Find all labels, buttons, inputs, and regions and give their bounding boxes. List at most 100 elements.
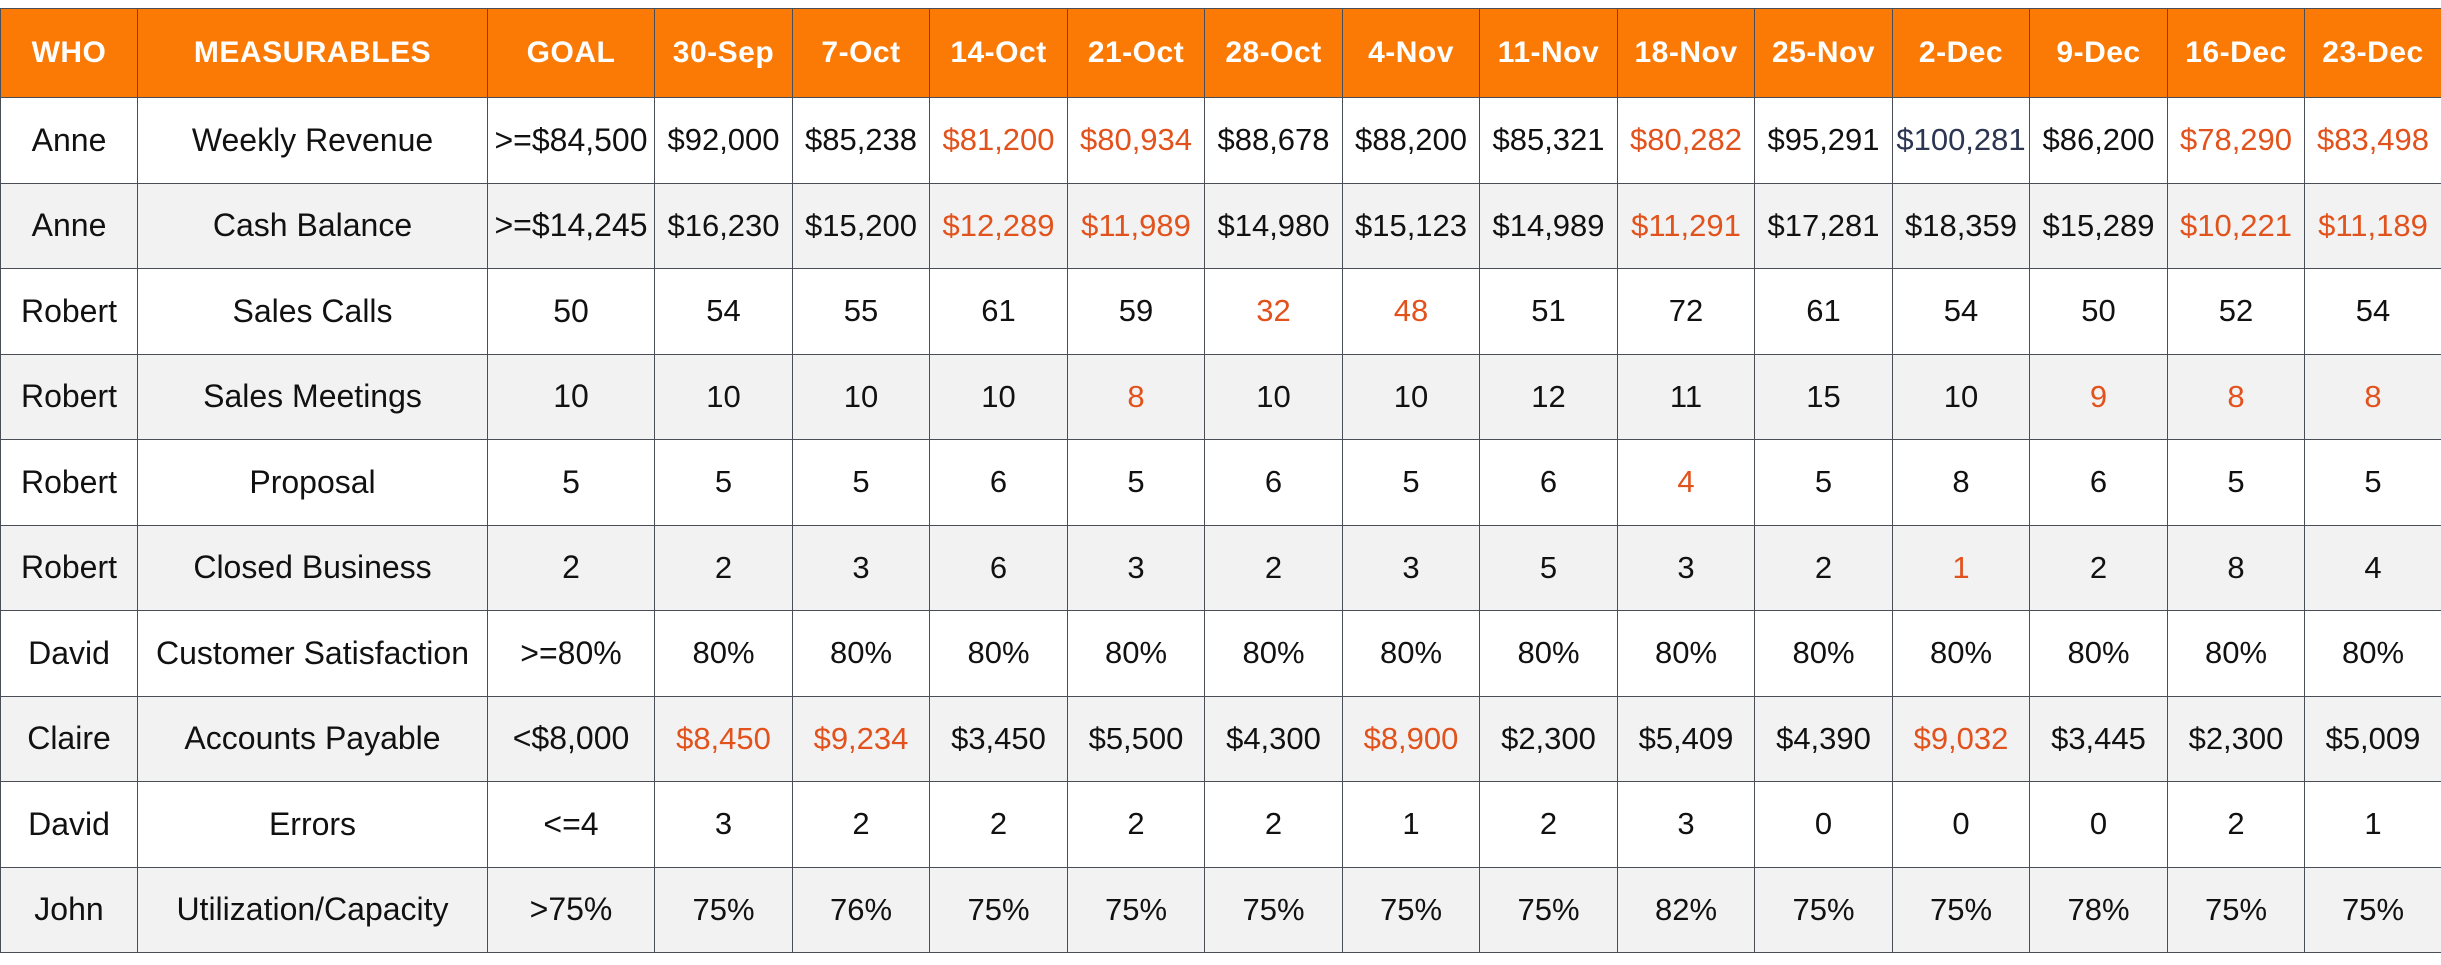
weekly-value-cell: $11,291	[1617, 182, 1755, 269]
weekly-value-cell: 2	[654, 524, 793, 611]
owner-cell: Claire	[0, 695, 138, 782]
weekly-value-cell: 2	[1204, 524, 1343, 611]
goal-cell: >=$84,500	[487, 97, 655, 184]
weekly-value-cell: 6	[929, 439, 1068, 526]
weekly-value-cell: 75%	[1067, 866, 1205, 953]
weekly-value-cell: 75%	[1204, 866, 1343, 953]
weekly-value-cell: $86,200	[2029, 97, 2168, 184]
weekly-value-cell: $18,359	[1892, 182, 2030, 269]
goal-cell: 2	[487, 524, 655, 611]
weekly-value-cell: 59	[1067, 268, 1205, 355]
header-week: 30-Sep	[654, 8, 793, 98]
weekly-value-cell: $83,498	[2304, 97, 2441, 184]
weekly-value-cell: 10	[1342, 353, 1480, 440]
weekly-value-cell: $80,282	[1617, 97, 1755, 184]
weekly-value-cell: 10	[792, 353, 930, 440]
weekly-value-cell: 5	[792, 439, 930, 526]
weekly-value-cell: $17,281	[1754, 182, 1893, 269]
weekly-value-cell: 11	[1617, 353, 1755, 440]
weekly-value-cell: 6	[1479, 439, 1618, 526]
weekly-value-cell: 80%	[2029, 610, 2168, 697]
weekly-value-cell: $10,221	[2167, 182, 2305, 269]
measurable-cell: Sales Meetings	[137, 353, 488, 440]
goal-cell: 10	[487, 353, 655, 440]
table-row: David Errors <=4 3 2 2 2 2 1 2 3 0 0 0 2 1	[0, 781, 2441, 868]
weekly-value-cell: 8	[2167, 353, 2305, 440]
weekly-value-cell: $85,321	[1479, 97, 1618, 184]
header-who: WHO	[0, 8, 138, 98]
weekly-value-cell: 2	[1204, 781, 1343, 868]
goal-cell: >=$14,245	[487, 182, 655, 269]
scorecard-table: WHO MEASURABLES GOAL 30-Sep 7-Oct 14-Oct…	[0, 8, 2441, 953]
header-goal: GOAL	[487, 8, 655, 98]
weekly-value-cell: $95,291	[1754, 97, 1893, 184]
header-week: 21-Oct	[1067, 8, 1205, 98]
weekly-value-cell: 80%	[929, 610, 1068, 697]
weekly-value-cell: 10	[1204, 353, 1343, 440]
weekly-value-cell: $80,934	[1067, 97, 1205, 184]
weekly-value-cell: 5	[654, 439, 793, 526]
weekly-value-cell: 76%	[792, 866, 930, 953]
weekly-value-cell: $15,123	[1342, 182, 1480, 269]
owner-cell: John	[0, 866, 138, 953]
weekly-value-cell: $3,450	[929, 695, 1068, 782]
measurable-cell: Errors	[137, 781, 488, 868]
weekly-value-cell: 75%	[1479, 866, 1618, 953]
weekly-value-cell: 5	[1754, 439, 1893, 526]
weekly-value-cell: 54	[654, 268, 793, 355]
goal-cell: <$8,000	[487, 695, 655, 782]
weekly-value-cell: 80%	[2304, 610, 2441, 697]
weekly-value-cell: 3	[1342, 524, 1480, 611]
weekly-value-cell: 82%	[1617, 866, 1755, 953]
weekly-value-cell: 1	[1892, 524, 2030, 611]
measurable-cell: Closed Business	[137, 524, 488, 611]
weekly-value-cell: 61	[929, 268, 1068, 355]
weekly-value-cell: $88,678	[1204, 97, 1343, 184]
weekly-value-cell: $11,989	[1067, 182, 1205, 269]
weekly-value-cell: 75%	[2167, 866, 2305, 953]
owner-cell: David	[0, 781, 138, 868]
weekly-value-cell: 3	[1067, 524, 1205, 611]
weekly-value-cell: $2,300	[2167, 695, 2305, 782]
header-week: 9-Dec	[2029, 8, 2168, 98]
goal-cell: <=4	[487, 781, 655, 868]
weekly-value-cell: $88,200	[1342, 97, 1480, 184]
weekly-value-cell: 4	[2304, 524, 2441, 611]
weekly-value-cell: 5	[2304, 439, 2441, 526]
weekly-value-cell: $4,300	[1204, 695, 1343, 782]
table-row: Anne Cash Balance >=$14,245 $16,230 $15,200 $…	[0, 182, 2441, 269]
weekly-value-cell: 52	[2167, 268, 2305, 355]
weekly-value-cell: 5	[1067, 439, 1205, 526]
weekly-value-cell: 80%	[1479, 610, 1618, 697]
weekly-value-cell: 80%	[1342, 610, 1480, 697]
goal-cell: >75%	[487, 866, 655, 953]
header-week: 14-Oct	[929, 8, 1068, 98]
header-week: 16-Dec	[2167, 8, 2305, 98]
weekly-value-cell: $2,300	[1479, 695, 1618, 782]
weekly-value-cell: 2	[1067, 781, 1205, 868]
weekly-value-cell: 55	[792, 268, 930, 355]
weekly-value-cell: 80%	[1892, 610, 2030, 697]
weekly-value-cell: $4,390	[1754, 695, 1893, 782]
weekly-value-cell: 78%	[2029, 866, 2168, 953]
owner-cell: Robert	[0, 268, 138, 355]
weekly-value-cell: 54	[2304, 268, 2441, 355]
weekly-value-cell: 0	[1754, 781, 1893, 868]
weekly-value-cell: 75%	[929, 866, 1068, 953]
weekly-value-cell: 6	[2029, 439, 2168, 526]
weekly-value-cell: 80%	[1754, 610, 1893, 697]
weekly-value-cell: $3,445	[2029, 695, 2168, 782]
header-week: 28-Oct	[1204, 8, 1343, 98]
weekly-value-cell: 2	[929, 781, 1068, 868]
header-measurables: MEASURABLES	[137, 8, 488, 98]
weekly-value-cell: 75%	[654, 866, 793, 953]
header-week: 2-Dec	[1892, 8, 2030, 98]
weekly-value-cell: 9	[2029, 353, 2168, 440]
weekly-value-cell: 1	[1342, 781, 1480, 868]
table-row: Robert Sales Meetings 10 10 10 10 8 10 10 12 11 15 1…	[0, 353, 2441, 440]
weekly-value-cell: 10	[1892, 353, 2030, 440]
weekly-value-cell: 75%	[2304, 866, 2441, 953]
weekly-value-cell: 72	[1617, 268, 1755, 355]
weekly-value-cell: 50	[2029, 268, 2168, 355]
goal-cell: 50	[487, 268, 655, 355]
